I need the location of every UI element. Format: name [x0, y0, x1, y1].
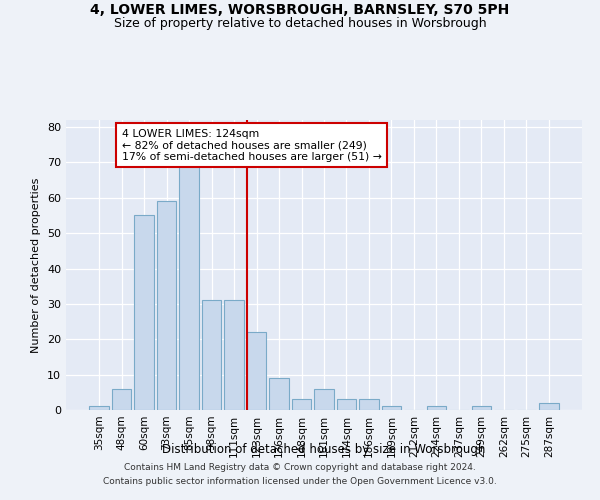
Text: 4, LOWER LIMES, WORSBROUGH, BARNSLEY, S70 5PH: 4, LOWER LIMES, WORSBROUGH, BARNSLEY, S7… [91, 2, 509, 16]
Bar [269, 378, 289, 410]
Text: Contains public sector information licensed under the Open Government Licence v3: Contains public sector information licen… [103, 477, 497, 486]
Bar [337, 400, 356, 410]
Bar [224, 300, 244, 410]
Bar [292, 400, 311, 410]
Bar [427, 406, 446, 410]
Bar [157, 202, 176, 410]
Y-axis label: Number of detached properties: Number of detached properties [31, 178, 41, 352]
Bar [472, 406, 491, 410]
Text: Size of property relative to detached houses in Worsbrough: Size of property relative to detached ho… [113, 18, 487, 30]
Bar [314, 389, 334, 410]
Bar [539, 403, 559, 410]
Bar [179, 145, 199, 410]
Bar [112, 389, 131, 410]
Text: 4 LOWER LIMES: 124sqm
← 82% of detached houses are smaller (249)
17% of semi-det: 4 LOWER LIMES: 124sqm ← 82% of detached … [122, 129, 382, 162]
Bar [134, 216, 154, 410]
Bar [202, 300, 221, 410]
Bar [359, 400, 379, 410]
Bar [89, 406, 109, 410]
Bar [382, 406, 401, 410]
Text: Distribution of detached houses by size in Worsbrough: Distribution of detached houses by size … [163, 442, 485, 456]
Bar [247, 332, 266, 410]
Text: Contains HM Land Registry data © Crown copyright and database right 2024.: Contains HM Land Registry data © Crown c… [124, 464, 476, 472]
